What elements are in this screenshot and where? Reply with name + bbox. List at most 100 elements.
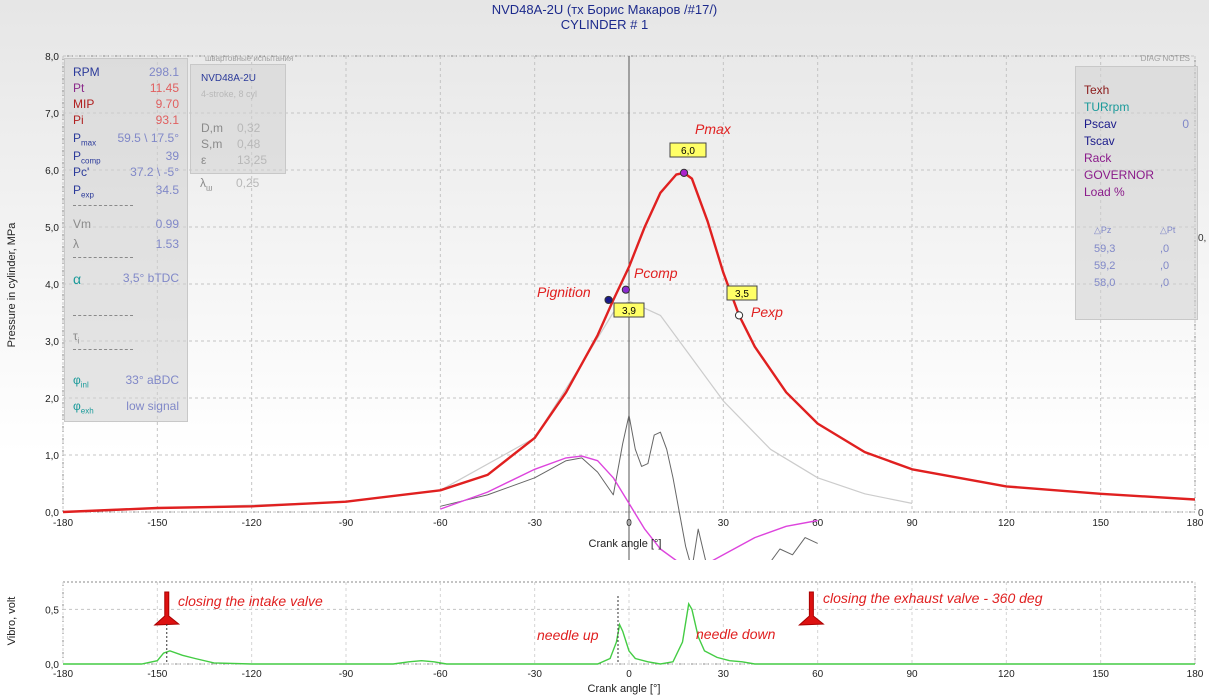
delta-pt-value: ,0	[1160, 260, 1169, 272]
bore-value: 0,32	[237, 121, 260, 135]
pexp-label: P	[73, 183, 81, 197]
divider	[73, 315, 133, 316]
vibro-x-tick-label: -30	[527, 669, 542, 680]
delta-pz-value: 58,0	[1094, 277, 1115, 289]
alpha-label: α	[73, 271, 81, 287]
pressure-x-tick-label: -180	[53, 518, 73, 529]
phi-inl-sub: inl	[81, 380, 89, 389]
pignition-annotation: Pignition	[537, 284, 591, 300]
phi-inl-value: 33° aBDC	[126, 373, 180, 387]
pressure-y-tick-label: 2,0	[45, 394, 59, 405]
pt-value: 11.45	[150, 81, 179, 95]
pi-label: Pi	[73, 113, 84, 127]
mip-label: MIP	[73, 97, 94, 111]
pcomp-label: P	[73, 149, 81, 163]
vibro-chart[interactable]: 0,0 0,5 -180 -150 -120 -90 -60 -30 0 30 60 90 120 150…	[0, 560, 1209, 697]
vibro-x-tick-label: -120	[242, 669, 262, 680]
sensor-item-label: Tscav	[1084, 134, 1115, 148]
compression-ratio-row: ε 13,25	[201, 153, 281, 167]
pressure-y-axis-label: Pressure in cylinder, MPa	[6, 222, 18, 348]
pc-value: 37.2 \ -5°	[130, 165, 179, 179]
phi-exh-sub: exh	[81, 406, 94, 415]
pmax-value-text: 6,0	[681, 146, 695, 157]
sensor-item: Rack	[1084, 151, 1189, 165]
vibro-x-tick-label: 120	[998, 669, 1015, 680]
pmax-sub: max	[81, 138, 96, 147]
right-axis-zero: 0	[1198, 508, 1204, 519]
vibro-x-tick-label: 30	[718, 669, 730, 680]
intake-closing-annotation: closing the intake valve	[178, 593, 323, 609]
vm-label: Vm	[73, 217, 91, 231]
vibro-x-tick-label: 0	[626, 669, 632, 680]
sensor-item: GOVERNOR	[1084, 168, 1189, 182]
delta-pt-value: ,0	[1160, 277, 1169, 289]
delta-row: 58,0 ,0	[1094, 277, 1189, 289]
lambda-value: 1.53	[156, 237, 179, 251]
sensor-item-label: Texh	[1084, 83, 1109, 97]
needle-up-annotation: needle up	[537, 627, 599, 643]
vibro-x-tick-label: 60	[812, 669, 824, 680]
sensor-item-label: Load %	[1084, 185, 1125, 199]
divider	[73, 349, 133, 350]
delta-row: 59,3,0	[1094, 243, 1189, 255]
pressure-y-tick-label: 7,0	[45, 109, 59, 120]
vibro-x-tick-label: -180	[53, 669, 73, 680]
delta-pt-header: △Pt	[1160, 225, 1175, 236]
bore-row: D,m 0,32	[201, 121, 281, 135]
exhaust-closing-annotation: closing the exhaust valve - 360 deg	[823, 590, 1043, 606]
pressure-x-tick-label: -150	[147, 518, 167, 529]
pmax-annotation: Pmax	[695, 121, 732, 137]
pressure-y-tick-label: 6,0	[45, 166, 59, 177]
mip-value: 9.70	[156, 97, 179, 111]
pressure-watermark-right: DIAG NOTES	[1141, 54, 1190, 63]
pmax-value: 59.5 \ 17.5°	[117, 131, 179, 145]
divider	[73, 257, 133, 258]
pexp-value-text: 3,5	[735, 289, 749, 300]
vibro-y-axis-label: Vibro, volt	[6, 597, 18, 646]
pcomp-point	[622, 286, 629, 293]
pexp-value: 34.5	[156, 183, 179, 197]
pressure-x-tick-label: 90	[906, 518, 918, 529]
vibro-x-tick-label: 180	[1187, 669, 1204, 680]
pressure-x-tick-label: 120	[998, 518, 1015, 529]
pressure-y-tick-label: 4,0	[45, 280, 59, 291]
sensor-item-value: 0	[1182, 117, 1189, 131]
pt-label: Pt	[73, 81, 84, 95]
vibro-y-tick-label: 0,5	[45, 605, 59, 616]
sensor-item: Load %	[1084, 185, 1189, 199]
engine-model: NVD48A-2U	[201, 73, 256, 84]
sensor-item: TURrpm	[1084, 100, 1189, 114]
vibro-x-tick-label: 150	[1092, 669, 1109, 680]
pc-label: Pc'	[73, 165, 89, 179]
pressure-watermark-left: швартовные испытания	[205, 54, 293, 63]
pexp-point	[735, 312, 742, 319]
pressure-x-tick-label: -30	[527, 518, 542, 529]
divider	[73, 205, 133, 206]
vibro-x-axis-label: Crank angle [°]	[588, 683, 661, 695]
pmax-point	[680, 169, 687, 176]
delta-pz-value: 59,2	[1094, 260, 1115, 272]
pressure-x-tick-label: -120	[242, 518, 262, 529]
sensor-item-label: Rack	[1084, 151, 1111, 165]
pressure-y-tick-label: 3,0	[45, 337, 59, 348]
pcomp-value-text: 3,9	[622, 306, 636, 317]
stroke-label: S,m	[201, 137, 222, 151]
delta-pz-header: △Pz	[1094, 225, 1111, 236]
rod-ratio-value: 0,25	[236, 176, 259, 190]
pressure-x-axis-label: Crank angle [°]	[589, 538, 662, 550]
pressure-points	[605, 169, 743, 319]
pressure-x-tick-label: 30	[718, 518, 730, 529]
pressure-x-tick-label: -60	[433, 518, 448, 529]
phi-exh-label: φ	[73, 399, 81, 413]
phi-exh-value: low signal	[126, 399, 179, 413]
bore-label: D,m	[201, 121, 223, 135]
pcomp-value: 39	[166, 149, 179, 163]
motoring-curve	[63, 301, 912, 512]
stroke-row: S,m 0,48	[201, 137, 281, 151]
compression-ratio-label: ε	[201, 153, 206, 167]
vibro-x-tick-label: -90	[339, 669, 354, 680]
lambda-label: λ	[73, 237, 79, 251]
sensor-item-label: Pscav	[1084, 117, 1117, 131]
compression-ratio-value: 13,25	[237, 153, 267, 167]
